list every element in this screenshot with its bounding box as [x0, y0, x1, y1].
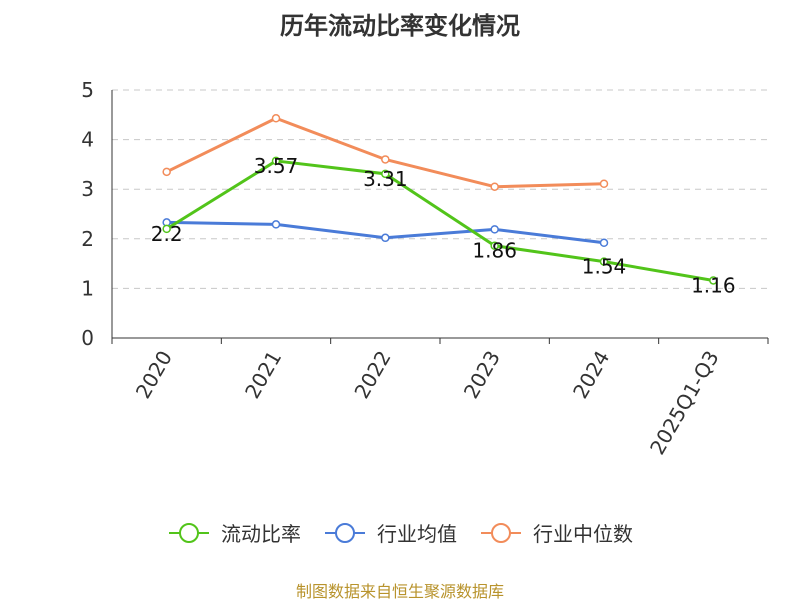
data-label: 1.16 — [691, 273, 736, 297]
data-point — [271, 220, 281, 229]
data-point — [381, 233, 390, 243]
data-point — [162, 224, 171, 234]
legend-marker-industry-mean — [325, 522, 365, 543]
x-tick-label: 2023 — [459, 346, 505, 402]
data-point — [599, 179, 609, 188]
legend-item-current-ratio[interactable]: 流动比率 — [167, 518, 301, 547]
data-point — [271, 156, 281, 166]
legend-label-current-ratio: 流动比率 — [221, 522, 301, 546]
data-label: 3.31 — [363, 167, 408, 191]
x-tick-label: 2025Q1-Q3 — [645, 347, 724, 459]
y-tick-label: 5 — [81, 78, 94, 102]
legend-item-industry-median[interactable]: 行业中位数 — [479, 518, 633, 547]
x-tick-label: 2021 — [240, 347, 286, 403]
legend-marker-current-ratio — [169, 522, 209, 543]
data-point — [490, 225, 499, 234]
x-tick-label: 2020 — [131, 347, 177, 403]
data-point — [271, 114, 281, 123]
x-tick-label: 2022 — [349, 347, 395, 403]
legend-label-industry-mean: 行业均值 — [377, 522, 457, 546]
legend: 流动比率 行业均值 行业中位数 — [0, 518, 800, 547]
legend-marker-industry-median — [481, 522, 521, 543]
data-point — [599, 257, 609, 266]
y-tick-label: 1 — [81, 276, 94, 300]
y-tick-label: 2 — [81, 227, 94, 251]
x-tick-label: 2024 — [568, 347, 614, 403]
data-point — [381, 169, 390, 179]
data-point — [490, 241, 499, 250]
y-tick-label: 4 — [81, 128, 94, 152]
data-point — [599, 238, 609, 248]
data-point — [490, 182, 499, 191]
legend-item-industry-mean[interactable]: 行业均值 — [323, 518, 457, 547]
chart-title: 历年流动比率变化情况 — [280, 12, 520, 40]
data-label: 1.54 — [582, 255, 627, 279]
legend-label-industry-median: 行业中位数 — [533, 522, 633, 546]
data-point — [381, 155, 390, 164]
data-point — [162, 167, 171, 177]
data-label: 3.57 — [254, 154, 299, 178]
data-label: 2.2 — [151, 222, 183, 246]
data-point — [709, 276, 718, 285]
data-source-note: 制图数据来自恒生聚源数据库 — [295, 582, 504, 601]
y-tick-label: 3 — [81, 177, 94, 201]
series-line — [165, 159, 714, 282]
data-label: 1.86 — [472, 239, 517, 263]
y-tick-label: 0 — [81, 326, 94, 350]
